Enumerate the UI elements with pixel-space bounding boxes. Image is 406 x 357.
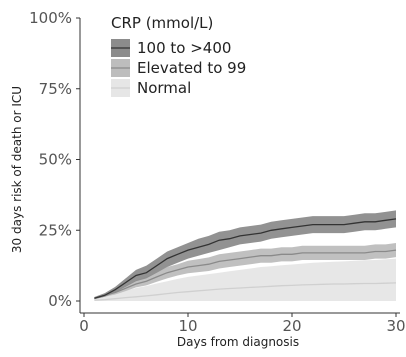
ci-band-0 [94, 210, 397, 300]
x-tick-label: 30 [386, 317, 405, 335]
y-tick-label: 75% [39, 80, 72, 98]
series-line-2 [94, 282, 397, 301]
ci-band-2 [94, 258, 397, 301]
legend: CRP (mmol/L) 100 to >400 Elevated to 99 No… [111, 14, 246, 97]
y-tick-label: 25% [39, 221, 72, 239]
legend-label-0: 100 to >400 [137, 39, 231, 57]
x-tick-label: 20 [282, 317, 301, 335]
series-lines [94, 218, 397, 301]
x-ticks: 0 10 20 30 [79, 313, 406, 335]
x-tick-label: 0 [79, 317, 89, 335]
ci-bands [94, 210, 397, 301]
legend-label-2: Normal [137, 79, 191, 97]
series-line-0 [94, 218, 397, 299]
axes: 0 10 20 30 0% 25% 50% 75% 100% [29, 9, 405, 335]
y-tick-label: 100% [29, 9, 72, 27]
legend-title: CRP (mmol/L) [111, 14, 213, 32]
series-line-1 [94, 249, 397, 299]
y-ticks: 0% 25% 50% 75% 100% [29, 9, 80, 310]
legend-label-1: Elevated to 99 [137, 59, 246, 77]
x-tick-label: 10 [178, 317, 197, 335]
legend-items: 100 to >400 Elevated to 99 Normal [111, 39, 246, 97]
y-axis-title: 30 days risk of death or ICU [10, 86, 24, 253]
y-tick-label: 50% [39, 151, 72, 169]
y-tick-label: 0% [48, 292, 72, 310]
x-axis-title: Days from diagnosis [177, 335, 299, 349]
ci-band-1 [94, 243, 397, 299]
